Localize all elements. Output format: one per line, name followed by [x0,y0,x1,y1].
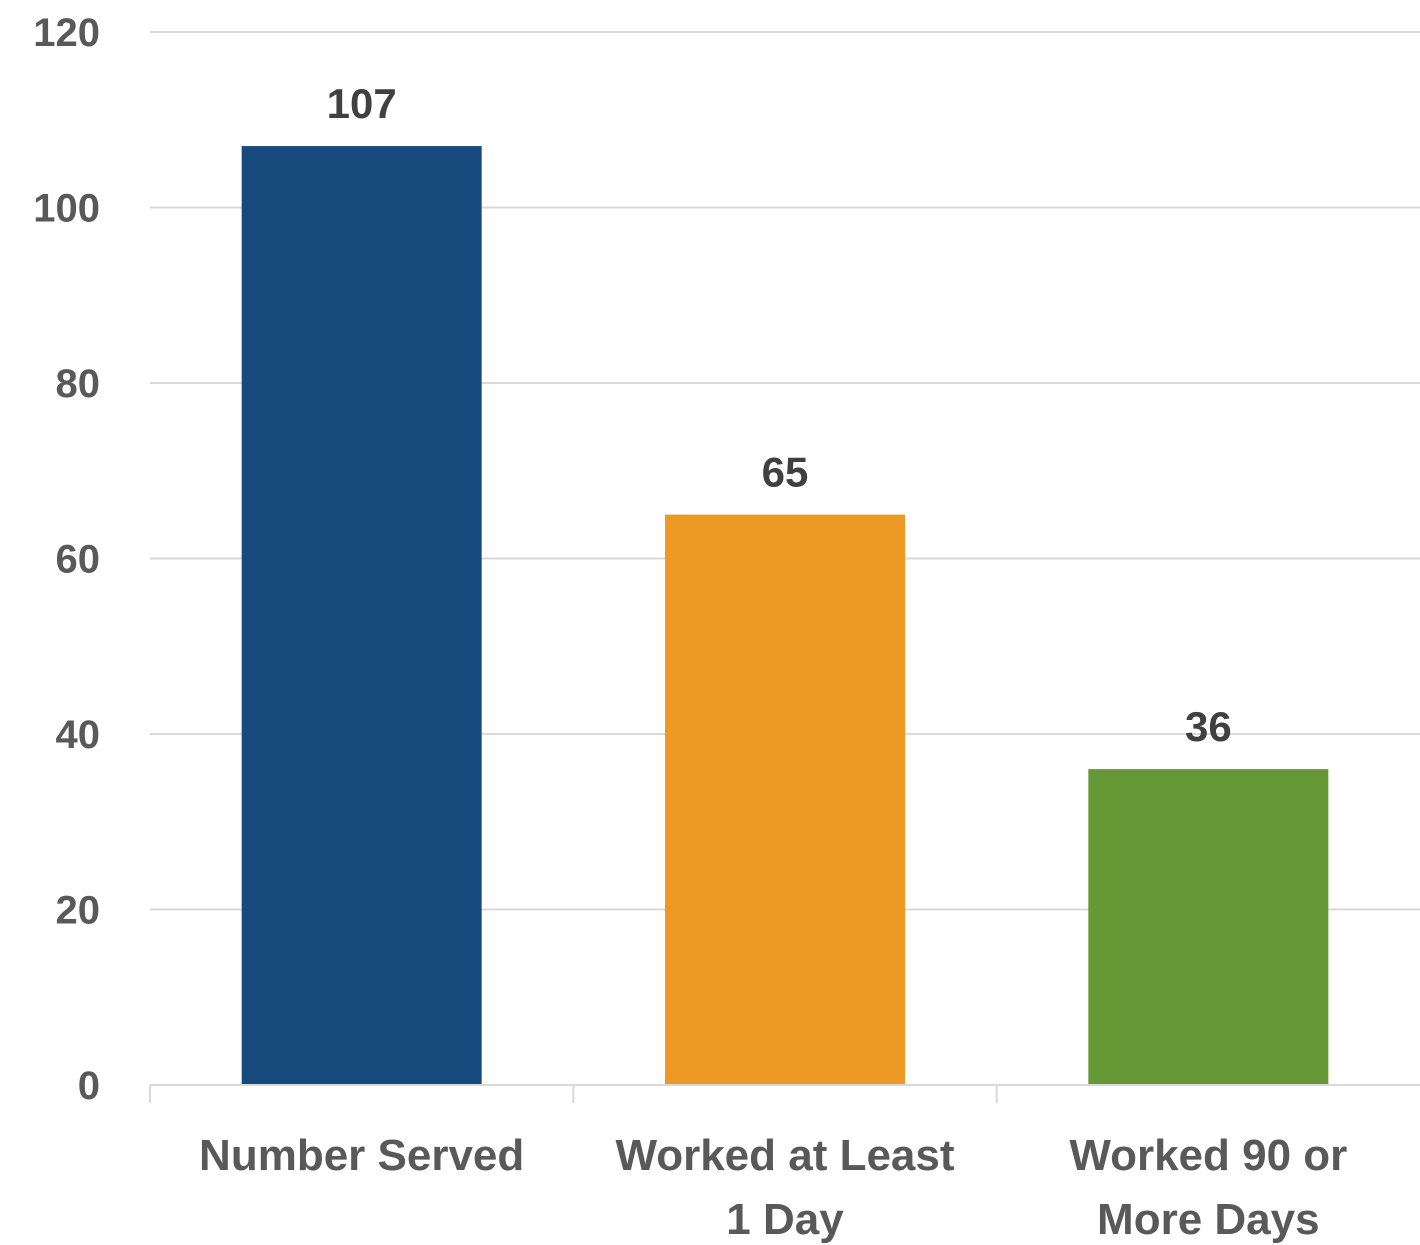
data-label-1: 65 [762,449,809,496]
bar-2 [1088,769,1329,1085]
y-tick-label-60: 60 [56,538,101,582]
category-label-2: Worked 90 or More Days [1069,1131,1347,1244]
y-tick-label-40: 40 [56,713,101,757]
category-label-2-line-0: Worked 90 or [1069,1131,1347,1180]
y-axis-tick-labels: 0 20 40 60 80 100 120 [33,11,100,1108]
data-label-0: 107 [327,80,397,127]
category-labels: Number Served Worked at Least 1 DayWorked … [199,1131,1347,1244]
bars [241,146,1329,1085]
category-label-1-line-0: Worked at Least [615,1131,954,1180]
category-label-1: Worked at Least 1 Day [615,1131,954,1244]
category-label-0-line-0: Number Served [199,1131,524,1180]
category-label-1-line-1: 1 Day [726,1195,844,1244]
bar-0 [241,146,482,1085]
y-tick-label-100: 100 [33,187,100,231]
y-tick-label-0: 0 [78,1064,100,1108]
y-tick-label-120: 120 [33,11,100,55]
y-tick-label-20: 20 [56,889,101,933]
category-label-0: Number Served [199,1131,524,1180]
data-label-2: 36 [1185,703,1232,750]
y-tick-label-80: 80 [56,362,101,406]
bar-1 [665,514,905,1085]
data-labels: 107 65 36 [327,80,1232,750]
x-axis [149,1084,1420,1103]
category-label-2-line-1: More Days [1097,1195,1320,1244]
